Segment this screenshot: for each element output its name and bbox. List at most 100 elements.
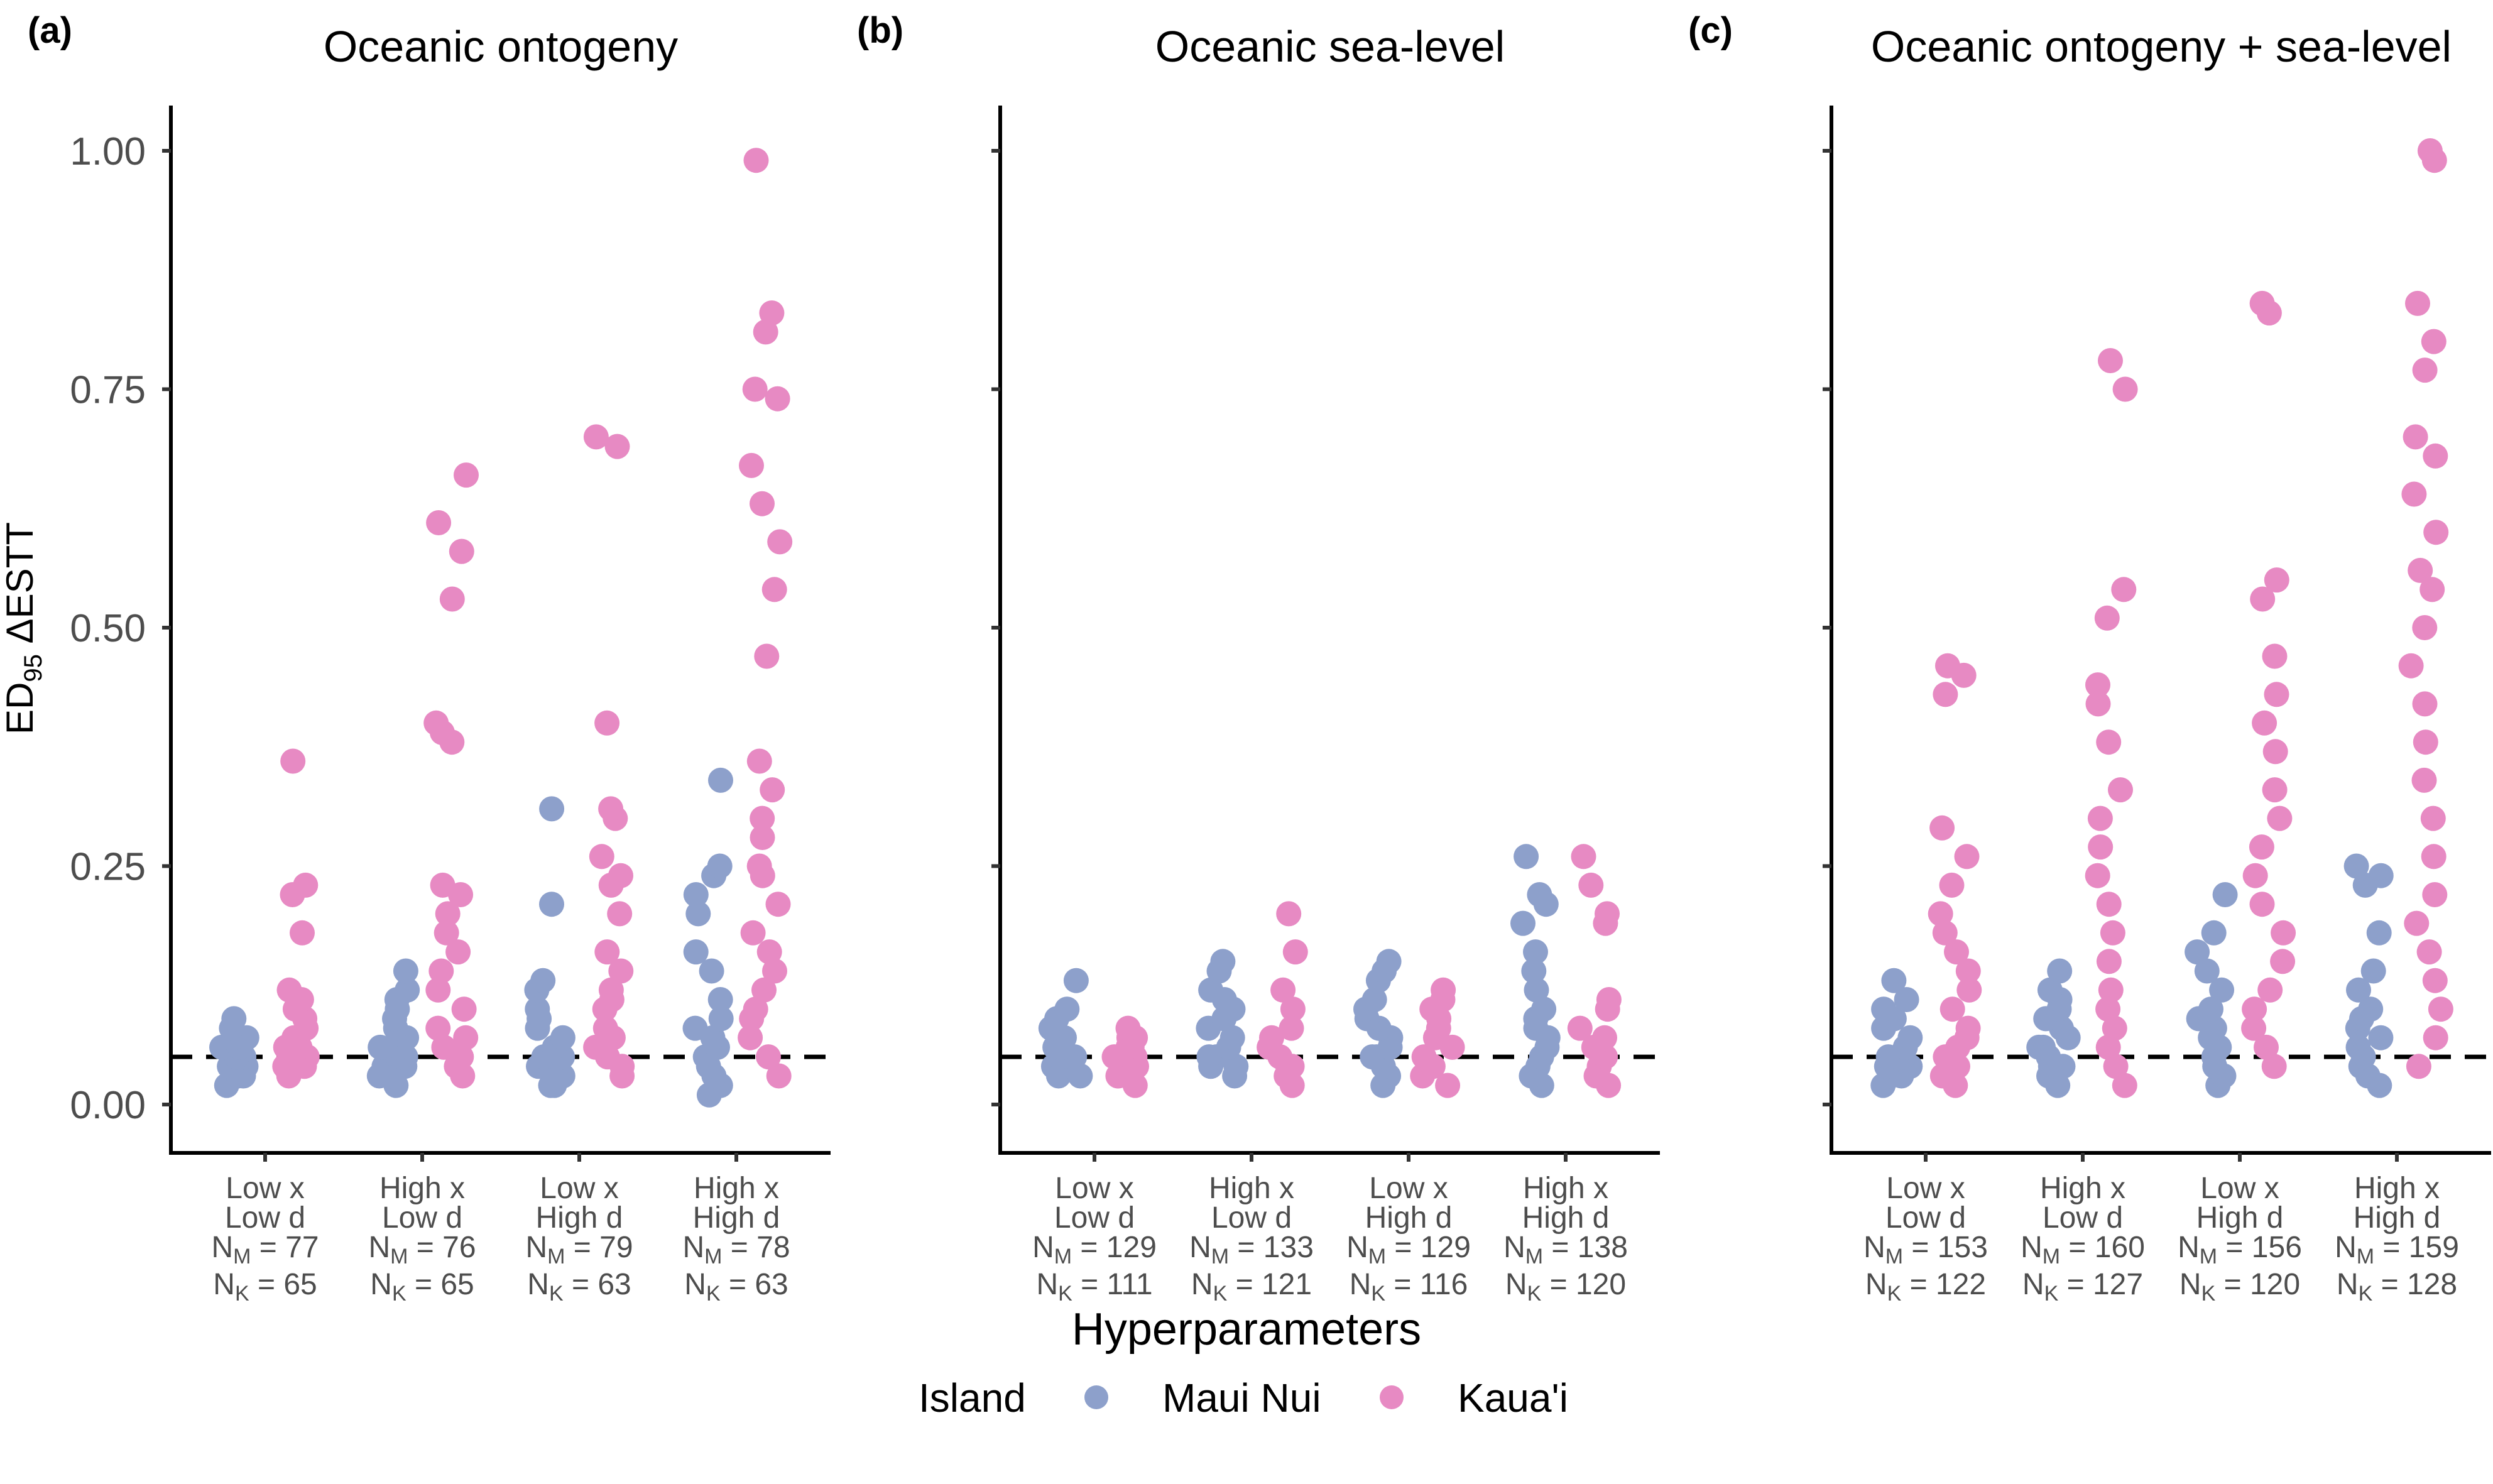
data-point	[765, 386, 790, 412]
y-tick-label: 1.00	[70, 130, 146, 173]
data-point	[2085, 672, 2110, 698]
data-point	[2413, 729, 2438, 755]
x-tick-label-n-maui: NM = 133	[1189, 1231, 1314, 1268]
data-point	[1198, 977, 1224, 1003]
x-tick-label-line: Low d	[1885, 1201, 1966, 1235]
data-point	[1523, 939, 1548, 965]
x-tick-label-line: Low x	[1369, 1172, 1448, 1205]
data-point	[434, 920, 459, 946]
data-point	[682, 1015, 708, 1041]
panel-1: (a) Oceanic ontogeny 0.00 0.25 0.50 0.75 1.00 L…	[28, 10, 831, 1306]
data-point	[750, 491, 775, 516]
x-tick-label-line: Low x	[2200, 1172, 2279, 1205]
x-tick-label-line: Low d	[382, 1201, 462, 1235]
x-tick-label-line: High d	[1365, 1201, 1453, 1235]
data-point	[2241, 1015, 2267, 1041]
series-maui-nui	[1870, 853, 2394, 1098]
x-tick-label-n-maui: NM = 79	[525, 1231, 633, 1268]
series-maui-nui	[1038, 844, 1561, 1098]
y-tick-label: 0.25	[70, 846, 146, 889]
data-point	[293, 872, 319, 898]
data-point	[2185, 939, 2210, 965]
data-point	[1897, 1025, 1923, 1050]
data-point	[743, 148, 769, 173]
x-tick-label-line: High x	[1523, 1172, 1608, 1205]
data-point	[2098, 348, 2123, 373]
data-point	[2095, 1034, 2121, 1060]
data-point	[2421, 329, 2447, 354]
data-point	[760, 777, 785, 803]
data-point	[740, 920, 766, 946]
data-point	[2212, 882, 2238, 907]
data-point	[1280, 996, 1306, 1022]
data-point	[2360, 958, 2386, 984]
data-point	[280, 748, 306, 774]
data-point	[2416, 939, 2442, 965]
data-point	[767, 529, 793, 555]
data-point	[2254, 1034, 2279, 1060]
x-tick-label-line: Low x	[226, 1172, 304, 1205]
data-point	[2343, 853, 2369, 879]
data-point	[290, 920, 315, 946]
data-point	[2271, 920, 2296, 946]
data-point	[1578, 872, 1604, 898]
data-point	[525, 996, 550, 1022]
data-point	[2345, 1034, 2371, 1060]
data-point	[608, 958, 634, 984]
panel-label: (a)	[28, 10, 72, 51]
data-point	[754, 643, 780, 669]
x-tick-label-line: Low x	[540, 1172, 618, 1205]
x-tick-label-line: High d	[693, 1201, 780, 1235]
data-point	[1592, 1025, 1617, 1050]
series-maui-nui	[209, 767, 734, 1108]
data-point	[2401, 481, 2427, 507]
data-point	[1279, 1015, 1304, 1041]
data-point	[2112, 376, 2138, 402]
x-tick-label-n-kauai: NK = 121	[1191, 1268, 1312, 1306]
data-point	[2095, 996, 2121, 1022]
x-tick-label-n-maui: NM = 159	[2335, 1231, 2459, 1268]
data-point	[2085, 691, 2111, 717]
x-tick-label-line: Low d	[225, 1201, 305, 1235]
data-point	[2404, 910, 2430, 936]
data-point	[2194, 958, 2220, 984]
data-point	[2423, 443, 2448, 469]
data-point	[2261, 1054, 2287, 1079]
data-point	[746, 748, 772, 774]
x-tick-label-line: High x	[2354, 1172, 2440, 1205]
data-point	[1435, 1072, 1461, 1098]
data-point	[445, 939, 471, 965]
data-point	[1954, 844, 1980, 870]
data-point	[699, 958, 724, 984]
data-point	[2209, 977, 2235, 1003]
data-point	[2047, 958, 2073, 984]
data-point	[1376, 949, 1402, 974]
data-point	[1063, 968, 1089, 993]
data-point	[598, 796, 624, 822]
data-point	[2419, 577, 2445, 603]
data-point	[2264, 682, 2289, 707]
data-point	[753, 319, 778, 345]
data-point	[761, 577, 787, 603]
panel-title: Oceanic sea-level	[1155, 22, 1505, 71]
data-point	[2421, 844, 2447, 870]
data-point	[583, 424, 609, 450]
data-point	[1935, 653, 1960, 679]
data-point	[743, 996, 768, 1022]
x-tick-label-n-kauai: NK = 127	[2022, 1268, 2143, 1306]
data-point	[738, 1025, 763, 1050]
data-point	[765, 892, 791, 917]
data-point	[1928, 901, 1953, 927]
series-kauai	[1101, 844, 1622, 1098]
data-point	[739, 452, 764, 478]
x-tick-label-line: High d	[536, 1201, 623, 1235]
data-point	[1210, 949, 1236, 974]
x-tick-label-line: High d	[2354, 1201, 2441, 1235]
data-point	[708, 767, 733, 793]
data-point	[1944, 939, 1969, 965]
x-tick-label-n-kauai: NK = 65	[213, 1268, 317, 1306]
